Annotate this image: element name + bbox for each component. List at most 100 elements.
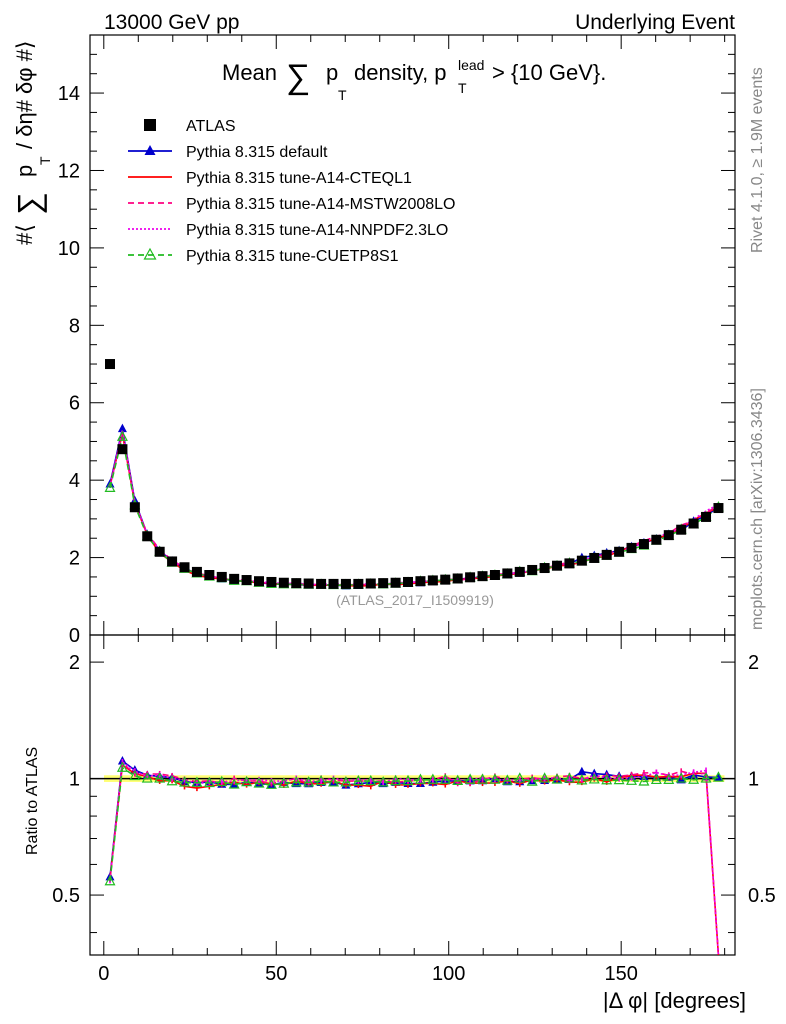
ylabel-pt-sub: T — [37, 156, 53, 165]
main-point-atlas — [266, 576, 277, 587]
main-point-atlas — [365, 578, 376, 589]
main-point-atlas — [676, 524, 687, 535]
main-line-cuetp8s1 — [109, 436, 719, 586]
x-tick-label: 150 — [604, 963, 637, 985]
ratio-point-cuetp8s1 — [340, 776, 352, 787]
main-point-atlas — [229, 573, 240, 584]
main-y-tick-label: 8 — [69, 315, 80, 337]
main-point-atlas — [688, 518, 699, 529]
ratio-point-cuetp8s1 — [191, 776, 203, 787]
legend-label-cteql1: Pythia 8.315 tune-A14-CTEQL1 — [186, 170, 412, 187]
ratio-y-tick-label: 0.5 — [52, 885, 80, 907]
ratio-point-cuetp8s1 — [216, 775, 228, 787]
ratio-point-cuetp8s1 — [514, 772, 526, 783]
main-point-atlas — [154, 546, 165, 557]
ratio-point-cuetp8s1 — [588, 773, 600, 784]
ratio-point-cuetp8s1 — [116, 761, 128, 772]
ratio-y-tick-label-right: 0.5 — [748, 885, 776, 907]
legend-label-cuetp8s1: Pythia 8.315 tune-CUETP8S1 — [186, 248, 399, 265]
main-point-atlas — [489, 570, 500, 580]
main-point-atlas — [254, 576, 265, 587]
main-point-atlas — [502, 568, 513, 579]
rivet-label: Rivet 4.1.0, ≥ 1.9M events — [749, 67, 766, 253]
ratio-point-cuetp8s1 — [241, 775, 253, 787]
ratio-line-cteql1 — [109, 763, 720, 956]
ratio-point-cuetp8s1 — [141, 772, 153, 783]
ratio-point-cuetp8s1 — [104, 874, 116, 886]
legend-label-atlas: ATLAS — [186, 118, 236, 135]
header-left: 13000 GeV pp — [104, 11, 239, 34]
ylabel-pt: p — [12, 165, 37, 177]
main-point-atlas — [105, 359, 116, 370]
title-suffix: > {10 GeV}. — [492, 60, 606, 85]
ratio-point-cuetp8s1 — [563, 772, 575, 783]
main-point-atlas — [626, 542, 637, 553]
mcplots-label: mcplots.cern.ch [arXiv:1306.3436] — [749, 388, 766, 630]
ratio-point-cuetp8s1 — [576, 774, 588, 785]
main-point-atlas — [614, 546, 625, 557]
main-point-atlas — [316, 578, 327, 589]
ylabel-prefix: #⟨ — [12, 224, 37, 245]
ratio-point-cuetp8s1 — [489, 773, 501, 784]
ratio-point-cuetp8s1 — [365, 774, 377, 786]
ratio-point-cuetp8s1 — [700, 772, 712, 783]
main-point-atlas — [564, 558, 575, 569]
main-point-atlas — [278, 577, 289, 588]
title-lead-sub: T — [458, 80, 467, 96]
ratio-line-mstw — [109, 761, 720, 956]
ratio-point-cuetp8s1 — [315, 774, 327, 786]
main-point-atlas — [527, 564, 538, 575]
title-pt: p — [326, 60, 338, 85]
main-point-atlas — [701, 511, 712, 522]
main-point-atlas — [713, 503, 724, 514]
ratio-point-cuetp8s1 — [501, 774, 513, 785]
ratio-point-cuetp8s1 — [551, 773, 563, 784]
ratio-y-tick-label-right: 1 — [748, 769, 759, 791]
main-point-atlas — [291, 578, 302, 589]
ratio-y-label: Ratio to ATLAS — [24, 747, 41, 855]
legend-item-cteql1: Pythia 8.315 tune-A14-CTEQL1 — [128, 170, 412, 187]
x-tick-label: 50 — [265, 963, 287, 985]
main-line-cteql1 — [109, 433, 719, 587]
main-point-atlas — [552, 560, 563, 571]
ratio-point-cuetp8s1 — [675, 772, 687, 783]
main-point-atlas — [427, 575, 438, 586]
main-point-atlas — [142, 531, 153, 542]
ratio-y-tick-label: 2 — [69, 652, 80, 674]
ratio-point-cuetp8s1 — [352, 774, 364, 786]
main-y-tick-label: 0 — [69, 625, 80, 647]
ratio-point-cuetp8s1 — [464, 773, 476, 784]
ratio-line-nnpdf — [109, 760, 720, 956]
legend-marker-atlas — [144, 119, 156, 131]
ratio-point-cuetp8s1 — [290, 776, 302, 787]
main-point-atlas — [452, 573, 463, 584]
ratio-series — [104, 755, 724, 956]
ratio-point-cuetp8s1 — [638, 775, 650, 786]
ratio-point-cuetp8s1 — [663, 773, 675, 784]
legend-marker-default — [144, 145, 156, 155]
main-point-cuetp8s1 — [116, 430, 128, 441]
ratio-point-cuetp8s1 — [179, 776, 191, 787]
main-point-atlas — [576, 555, 587, 566]
ratio-point-cuetp8s1 — [688, 773, 700, 784]
main-point-atlas — [390, 577, 401, 588]
legend-label-mstw: Pythia 8.315 tune-A14-MSTW2008LO — [186, 196, 455, 213]
main-point-atlas — [589, 552, 600, 563]
ratio-point-cuetp8s1 — [203, 776, 215, 788]
main-y-tick-label: 14 — [58, 83, 80, 105]
main-series — [104, 359, 724, 590]
main-point-atlas — [167, 556, 178, 567]
ratio-point-cuetp8s1 — [402, 774, 414, 786]
main-point-atlas — [241, 575, 252, 586]
title-middle: density, p — [354, 60, 447, 85]
legend-item-cuetp8s1: Pythia 8.315 tune-CUETP8S1 — [128, 247, 399, 265]
legend: ATLAS Pythia 8.315 default Pythia 8.315 tu… — [128, 118, 455, 265]
main-point-atlas — [129, 502, 140, 513]
title-pt-sub: T — [338, 87, 347, 103]
x-tick-label: 100 — [432, 963, 465, 985]
main-point-atlas — [204, 570, 215, 580]
main-point-atlas — [328, 578, 339, 589]
legend-label-default: Pythia 8.315 default — [186, 144, 328, 161]
analysis-watermark: (ATLAS_2017_I1509919) — [336, 592, 494, 608]
